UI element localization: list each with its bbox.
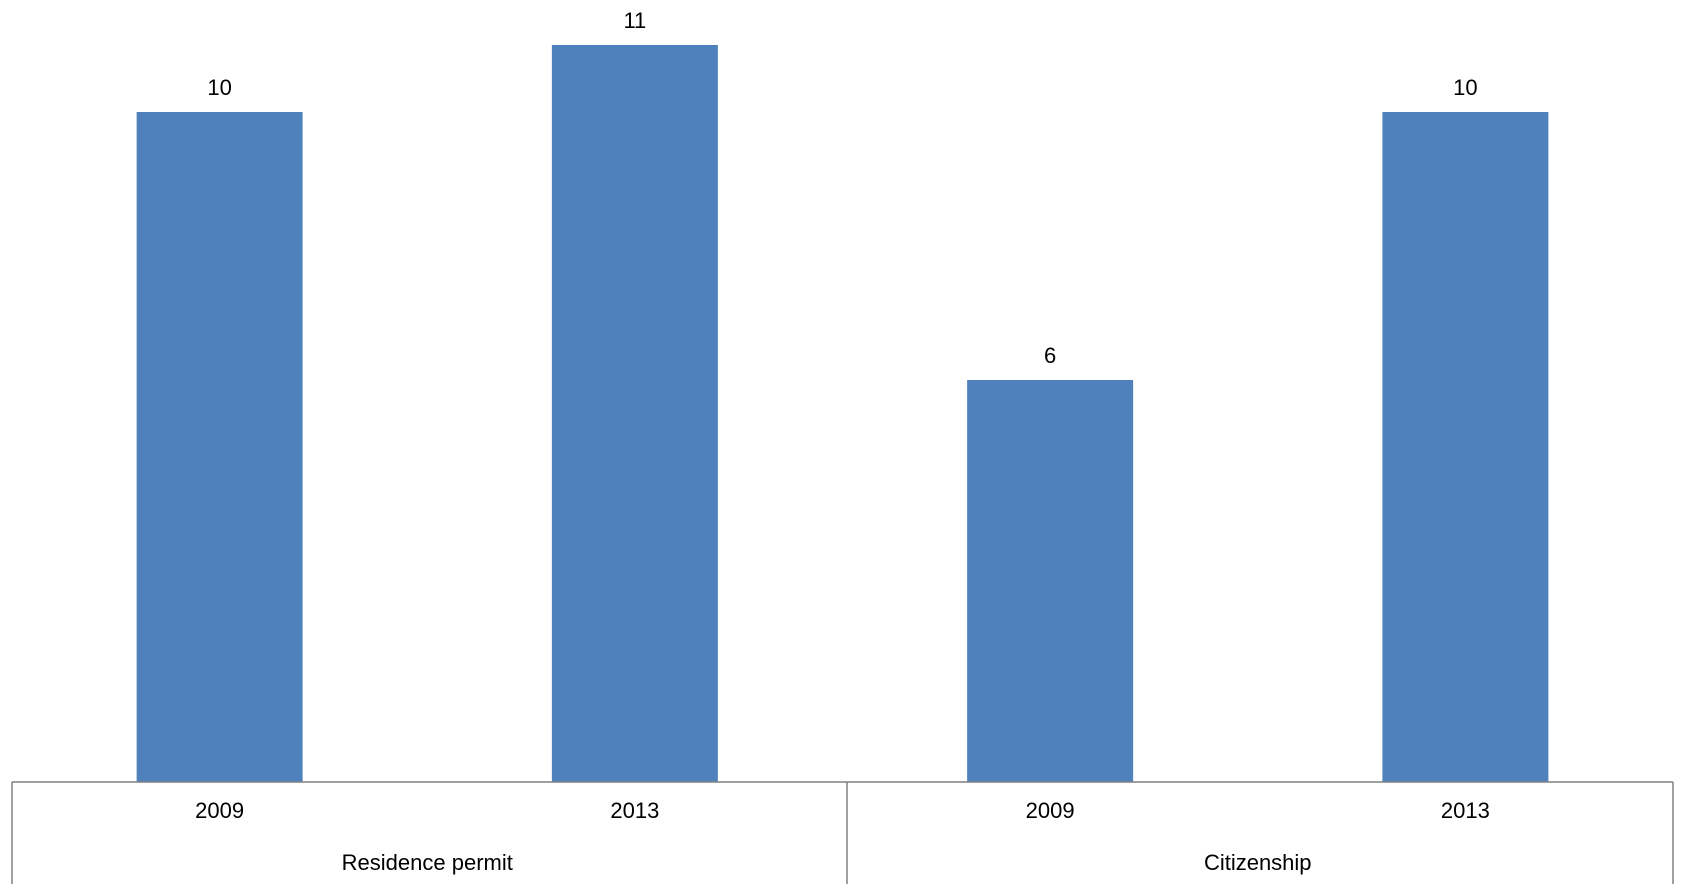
bar-residence-permit-2009 <box>136 112 303 782</box>
category-tick-label: 2009 <box>1026 798 1075 823</box>
data-label: 11 <box>623 8 646 33</box>
category-tick-label: 2013 <box>1441 798 1490 823</box>
group-label: Residence permit <box>342 850 513 875</box>
bars-layer <box>136 45 1549 782</box>
bar-citizenship-2013 <box>1382 112 1549 782</box>
data-labels-layer: 10 11 6 10 <box>207 8 1477 368</box>
bar-residence-permit-2013 <box>551 45 718 782</box>
data-label: 10 <box>207 75 231 100</box>
category-axis: 2009 2013 Residence permit 2009 2013 Citizens… <box>11 781 1674 884</box>
bar-citizenship-2009 <box>967 380 1134 782</box>
data-label: 10 <box>1453 75 1477 100</box>
data-label: 6 <box>1044 343 1056 368</box>
category-tick-label: 2009 <box>195 798 244 823</box>
category-tick-label: 2013 <box>610 798 659 823</box>
group-label: Citizenship <box>1204 850 1312 875</box>
